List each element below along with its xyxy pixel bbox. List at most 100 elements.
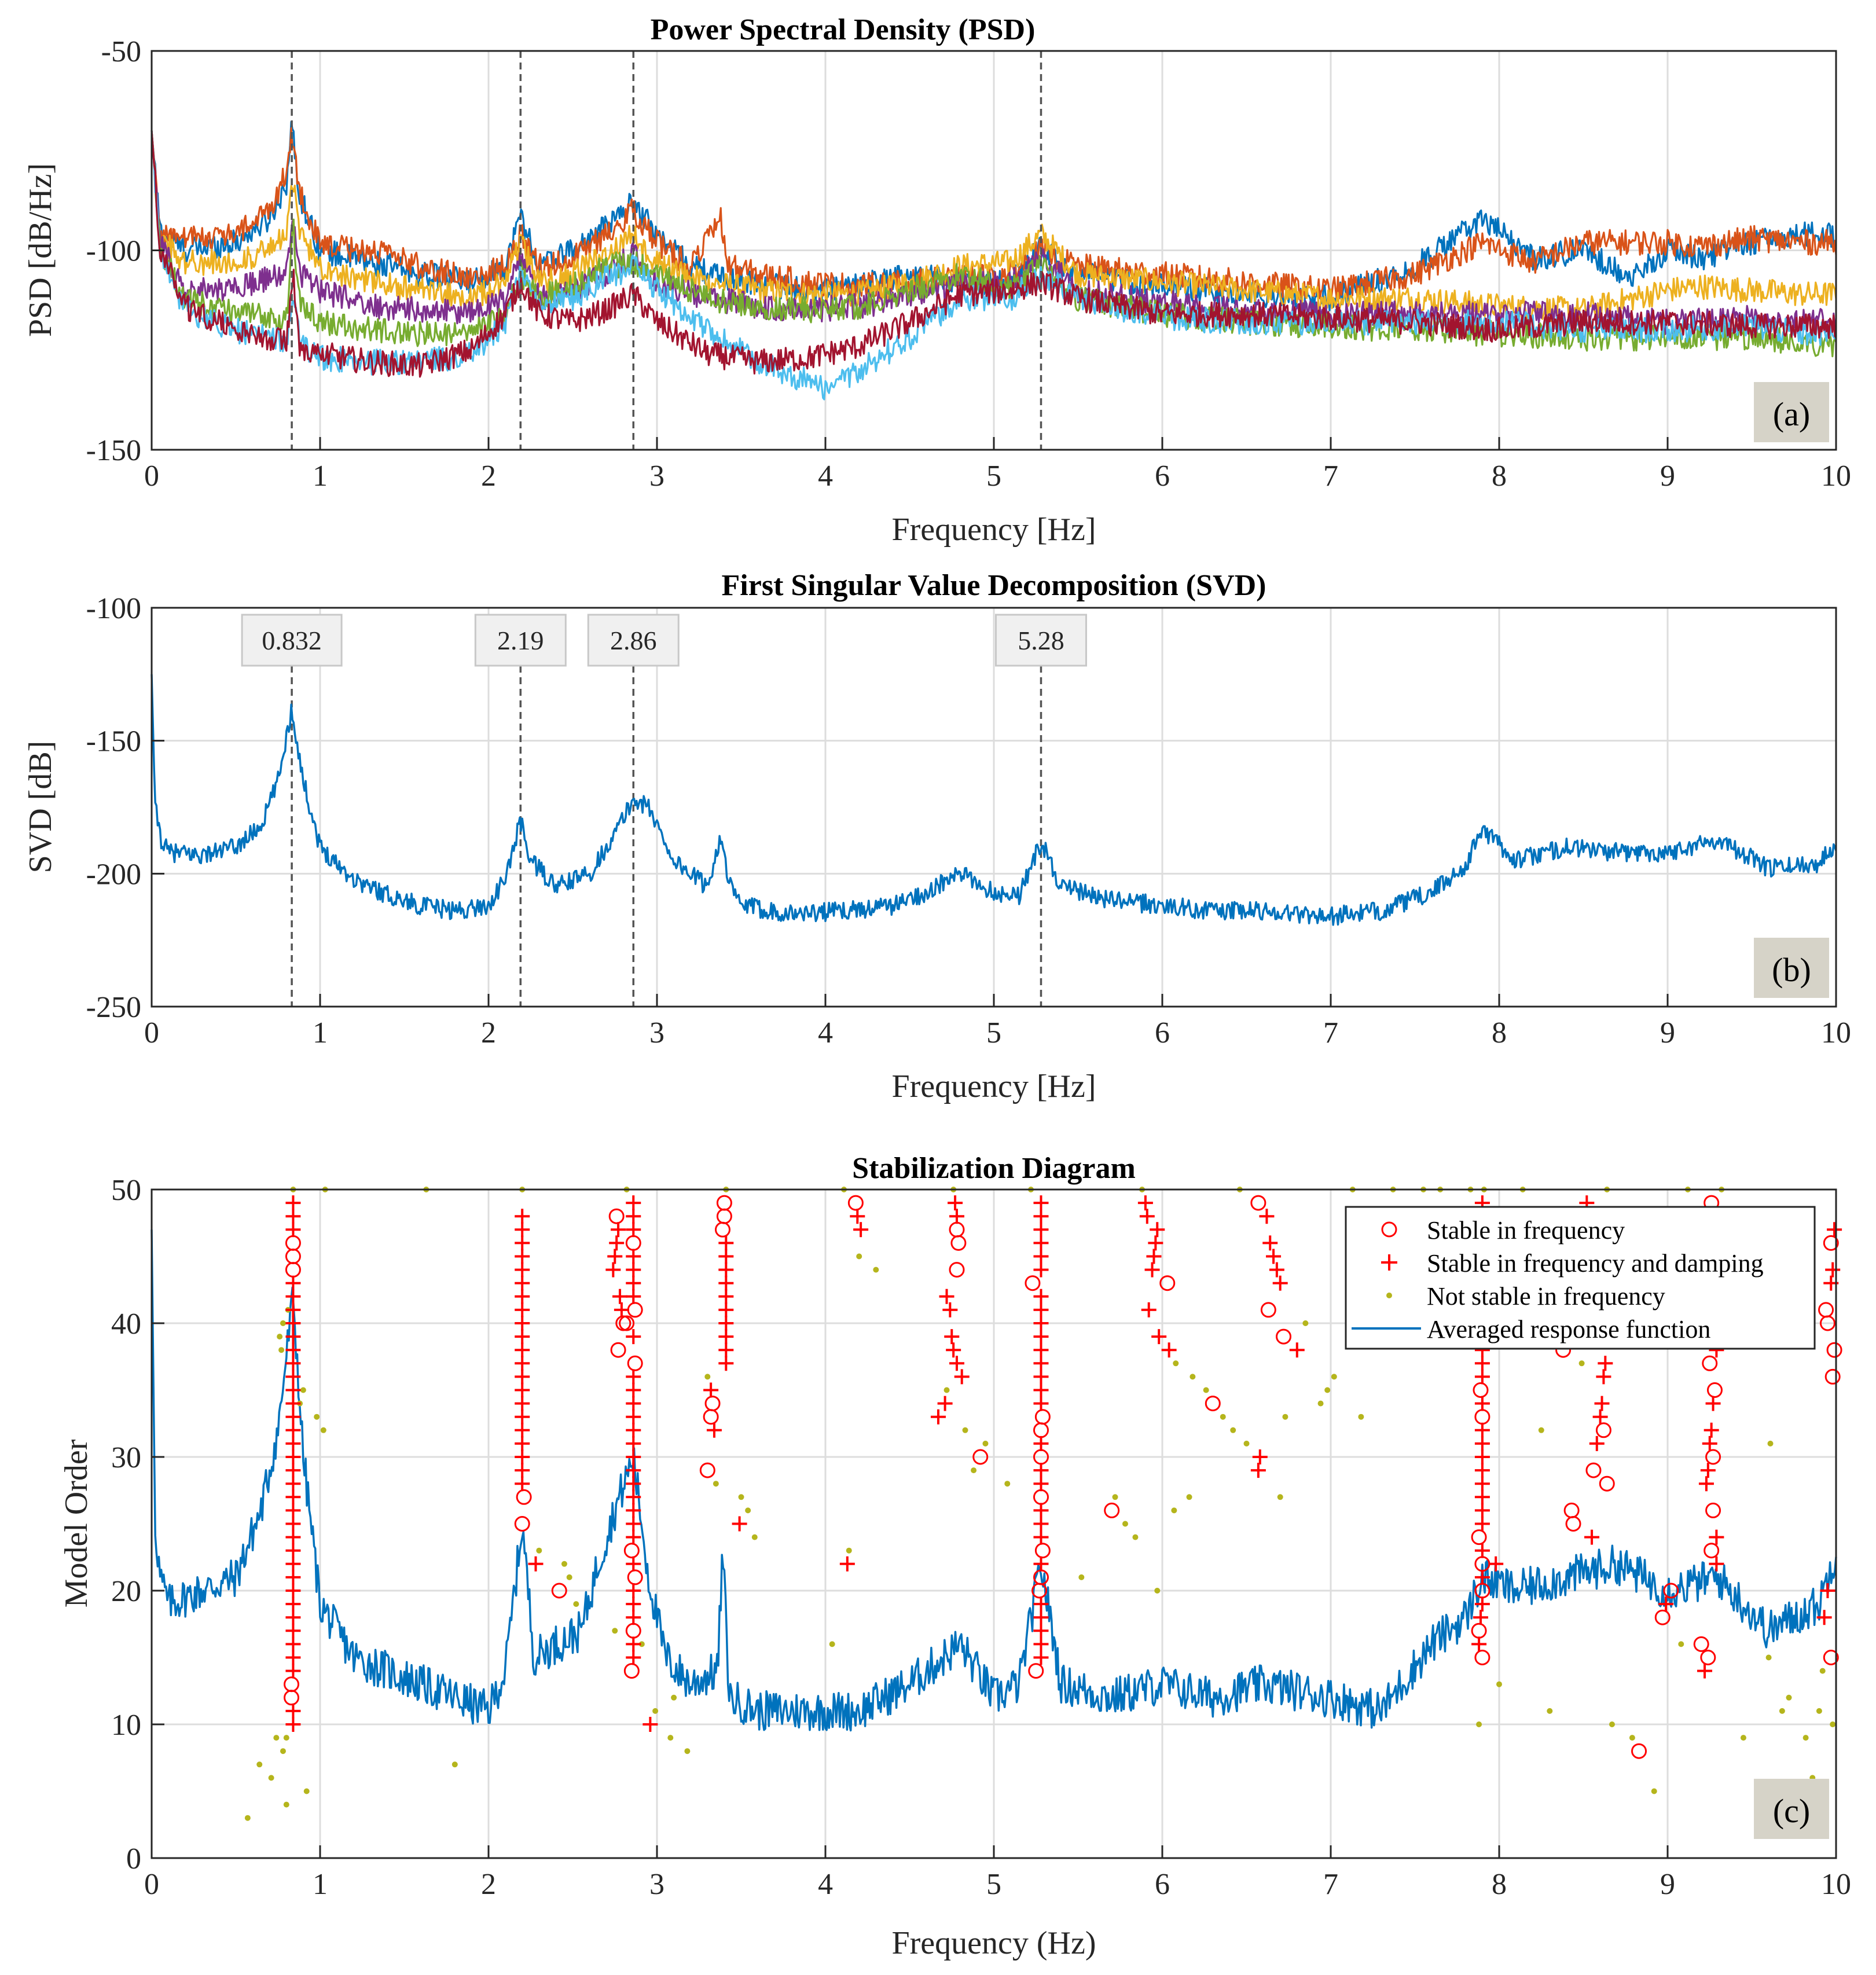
- stable-damping-point: [285, 1369, 301, 1385]
- stable-damping-point: [1033, 1249, 1049, 1264]
- svd-series-group: [150, 674, 1837, 926]
- stable-damping-point: [626, 1396, 641, 1411]
- stable-frequency-point: [1276, 1328, 1292, 1345]
- stable-frequency-point: [625, 1622, 641, 1639]
- not-stable-point: [1765, 1654, 1772, 1661]
- stable-damping-point: [285, 1610, 301, 1625]
- stable-damping-point: [285, 1382, 301, 1398]
- x-tick-label: 1: [313, 1868, 328, 1901]
- stable-frequency-point: [1823, 1235, 1839, 1251]
- stable-damping-point: [1704, 1422, 1719, 1438]
- not-stable-point: [1802, 1735, 1809, 1741]
- stable-damping-point: [1658, 1596, 1674, 1612]
- y-tick-label: -150: [86, 725, 141, 758]
- not-stable-point: [300, 1387, 306, 1393]
- stable-damping-point: [946, 1342, 961, 1358]
- x-tick-label: 4: [818, 1016, 833, 1049]
- stable-damping-point: [285, 1449, 301, 1464]
- stable-damping-point: [626, 1195, 641, 1211]
- stable-damping-point: [1144, 1262, 1160, 1277]
- stable-damping-point: [609, 1235, 625, 1251]
- stable-damping-point: [1289, 1342, 1305, 1358]
- x-tick-label: 5: [986, 460, 1001, 493]
- not-stable-point: [1230, 1427, 1236, 1433]
- stable-damping-point: [1033, 1610, 1049, 1625]
- stab-y-ticks: 0 10 20 30 40 50: [111, 1174, 164, 1875]
- not-stable-point: [1186, 1494, 1192, 1500]
- stable-damping-point: [285, 1195, 301, 1211]
- stable-frequency-point: [551, 1583, 567, 1599]
- stable-damping-point: [1033, 1436, 1049, 1451]
- stable-frequency-point: [1159, 1275, 1176, 1291]
- stable-damping-point: [515, 1329, 530, 1345]
- stab-response-group: [150, 1229, 1837, 1732]
- stable-damping-point: [948, 1195, 963, 1211]
- not-stable-point: [943, 1387, 950, 1393]
- not-stable-point: [1629, 1735, 1635, 1741]
- stable-damping-point: [718, 1288, 734, 1304]
- stable-damping-point: [1033, 1503, 1049, 1518]
- not-stable-point: [1317, 1400, 1324, 1407]
- stab-x-ticks: 0 1 2 3 4 5 6 7 8 9 10: [144, 1845, 1851, 1901]
- stable-damping-point: [1033, 1302, 1049, 1317]
- not-stable-point: [1171, 1507, 1177, 1514]
- stable-damping-point: [718, 1356, 734, 1371]
- not-stable-point: [1154, 1588, 1161, 1594]
- stable-damping-point: [607, 1249, 623, 1264]
- not-stable-point: [1678, 1641, 1684, 1647]
- stable-damping-point: [703, 1382, 719, 1398]
- svd-peak-label-box: [241, 614, 343, 667]
- stable-damping-point: [515, 1222, 530, 1238]
- stable-damping-point: [1141, 1302, 1157, 1317]
- x-tick-label: 1: [313, 460, 328, 493]
- stable-damping-point: [285, 1583, 301, 1598]
- y-tick-label: 30: [111, 1441, 141, 1474]
- not-stable-point: [283, 1735, 289, 1741]
- not-stable-point: [1302, 1320, 1309, 1326]
- stable-damping-point: [1820, 1583, 1835, 1598]
- psd-panel-label-box: [1754, 382, 1829, 442]
- stable-damping-point: [839, 1556, 855, 1572]
- not-stable-point: [1173, 1360, 1179, 1367]
- svd-panel-label-box: [1754, 938, 1829, 998]
- stable-damping-point: [626, 1222, 641, 1238]
- stable-frequency-point: [627, 1569, 643, 1585]
- stable-frequency-point: [610, 1342, 626, 1358]
- stable-damping-point: [1033, 1596, 1049, 1612]
- not-stable-point: [1651, 1788, 1657, 1794]
- stable-damping-point: [850, 1209, 865, 1224]
- stable-damping-point: [285, 1409, 301, 1425]
- stable-damping-point: [515, 1302, 530, 1317]
- not-stable-point: [704, 1374, 711, 1380]
- stable-damping-point: [1266, 1249, 1282, 1264]
- not-stable-point: [671, 1694, 677, 1701]
- svd-x-label: Frequency [Hz]: [892, 1069, 1096, 1104]
- not-stable-point: [1277, 1494, 1283, 1500]
- stable-damping-point: [1474, 1596, 1490, 1612]
- stable-damping-point: [1488, 1556, 1504, 1572]
- x-tick-label: 8: [1492, 1016, 1507, 1049]
- x-tick-label: 1: [313, 1016, 328, 1049]
- stable-frequency-point: [619, 1315, 635, 1331]
- stable-damping-point: [626, 1329, 641, 1345]
- psd-peak-markers: [291, 51, 1042, 450]
- stable-frequency-point: [623, 1543, 640, 1559]
- x-tick-label: 6: [1155, 460, 1170, 493]
- stable-frequency-point: [1824, 1368, 1841, 1385]
- y-tick-label: -100: [86, 592, 141, 625]
- stable-damping-point: [718, 1235, 734, 1251]
- stable-damping-point: [285, 1342, 301, 1358]
- stable-frequency-point: [1474, 1409, 1490, 1425]
- svd-peak-labels: 0.832 2.19 2.86 5.28: [241, 614, 1087, 667]
- stable-damping-point: [1033, 1556, 1049, 1572]
- x-tick-label: 0: [144, 1016, 159, 1049]
- stable-damping-point: [285, 1569, 301, 1585]
- stable-damping-point: [949, 1209, 964, 1224]
- psd-y-ticks: -150 -100 -50: [86, 35, 164, 467]
- stable-damping-point: [515, 1209, 530, 1224]
- not-stable-point: [829, 1641, 835, 1647]
- not-stable-point: [1243, 1440, 1250, 1447]
- stable-frequency-point: [1474, 1650, 1490, 1665]
- stable-damping-point: [1709, 1529, 1724, 1545]
- stable-damping-point: [1474, 1489, 1490, 1505]
